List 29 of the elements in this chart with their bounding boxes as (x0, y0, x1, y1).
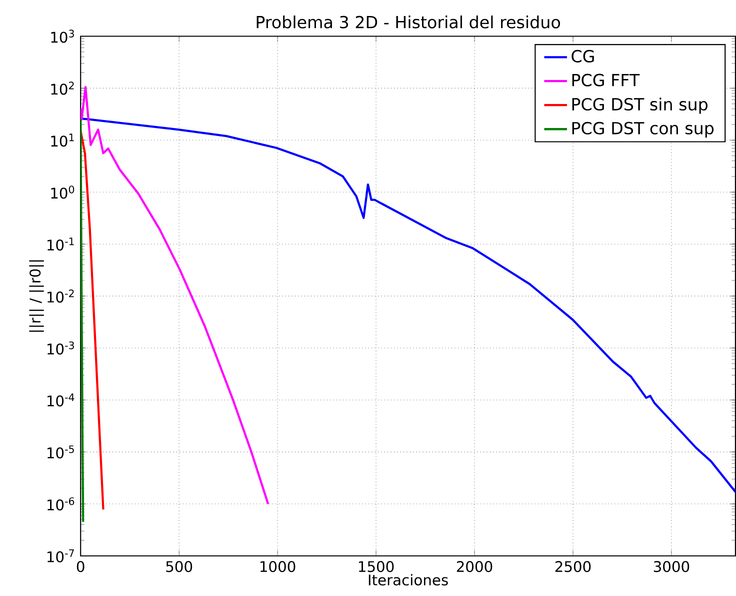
line-series (80, 118, 84, 524)
x-tick-label: 2000 (456, 561, 492, 572)
y-tick-label: 10$^{2}$ (51, 82, 74, 95)
legend-label: PCG DST sin sup (572, 98, 708, 114)
y-tick-label: 10$^{0}$ (51, 186, 74, 199)
x-tick-label: 1000 (260, 561, 296, 572)
x-tick-label: 1500 (358, 561, 394, 572)
line-series (80, 86, 270, 506)
y-tick-label: 10$^{-4}$ (48, 394, 74, 407)
line-series (80, 118, 736, 494)
line-series (80, 130, 104, 511)
x-axis-title: Iteraciones (368, 574, 448, 586)
y-tick-label: 10$^{-7}$ (48, 550, 74, 563)
x-tick-label: 500 (166, 561, 192, 572)
y-tick-label: 10$^{-5}$ (48, 446, 74, 459)
legend-label: PCG FFT (572, 74, 640, 87)
y-tick-label: 10$^{3}$ (51, 30, 74, 44)
x-tick-label: 0 (76, 561, 84, 572)
x-tick-label: 2500 (555, 561, 591, 572)
y-axis-title: ||r|| / ||r0|| (29, 260, 44, 332)
y-tick-label: 10$^{-2}$ (48, 290, 74, 303)
y-tick-label: 10$^{-3}$ (48, 342, 74, 355)
y-tick-label: 10$^{-1}$ (48, 238, 74, 251)
y-tick-label: 10$^{1}$ (51, 134, 74, 147)
x-tick-label: 3000 (654, 561, 690, 572)
legend-label: PCG DST con sup (572, 122, 714, 138)
y-tick-label: 10$^{-6}$ (48, 498, 74, 511)
chart-title: Problema 3 2D - Historial del residuo (256, 16, 560, 29)
legend-label: CG (572, 50, 594, 63)
